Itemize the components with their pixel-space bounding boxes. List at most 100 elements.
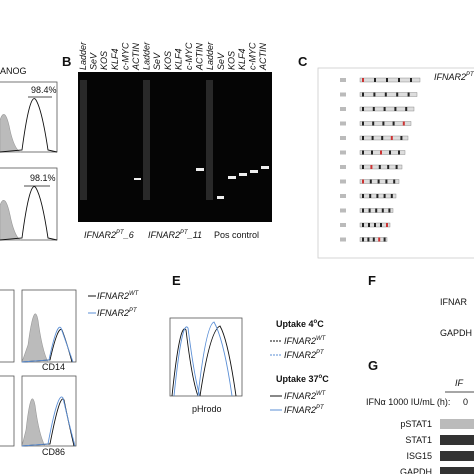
legend-entry: IFNAR2WT: [284, 391, 327, 401]
sup: PT: [116, 230, 125, 236]
band: [394, 107, 397, 111]
band: [368, 208, 371, 213]
lane-label: KOS: [99, 51, 109, 70]
blot-label: ISG15: [406, 451, 432, 461]
band: [375, 208, 378, 213]
gene: IFNAR2: [284, 336, 316, 346]
suffix: _6: [123, 230, 134, 240]
gel: [78, 72, 272, 222]
band: [371, 136, 374, 140]
band: [378, 165, 381, 169]
blot-label: GAPDH: [440, 328, 472, 338]
chromosome: [340, 121, 346, 126]
panel-label: G: [368, 358, 378, 373]
chromosome: [340, 179, 346, 184]
band: [407, 92, 410, 97]
group-label: IFNAR2PT_11: [148, 230, 202, 240]
legend-entry: IFNAR2PT: [284, 350, 325, 360]
band: [368, 223, 370, 227]
band: [371, 150, 373, 155]
band: [381, 136, 384, 140]
band: [362, 179, 364, 184]
lane-label: KLF4: [110, 48, 120, 70]
band: [377, 179, 380, 184]
band: [390, 136, 393, 140]
sup: PT: [316, 350, 325, 356]
blot-label: pSTAT1: [400, 419, 432, 429]
band: [410, 78, 412, 82]
band: [369, 194, 372, 198]
band: [383, 107, 386, 111]
band: [398, 78, 400, 82]
gene: IFNAR2: [84, 230, 116, 240]
band: [402, 121, 405, 126]
lane-label: SeV: [89, 52, 99, 70]
chromosome: [359, 164, 403, 170]
legend-entry: IFNAR2WT: [97, 291, 140, 301]
chromosome: [359, 77, 421, 83]
blot-label: IFNAR: [440, 297, 468, 307]
band: [362, 150, 364, 155]
panel-label: C: [298, 54, 308, 69]
legend-entry: IFNAR2PT: [284, 405, 325, 415]
lane-label: Ladder: [205, 41, 215, 70]
band: [382, 121, 385, 126]
band: [362, 107, 364, 111]
unit: C: [317, 319, 324, 329]
lane-label: SeV: [216, 52, 226, 70]
gene: IFNAR2: [284, 391, 316, 401]
band: [393, 179, 396, 184]
band: [389, 150, 391, 155]
group-title: Uptake 37oC: [276, 374, 329, 384]
chromosome: [359, 106, 415, 112]
marker-label: ANOG: [0, 66, 27, 76]
gene: IFNAR2: [97, 291, 129, 301]
band: [362, 165, 364, 169]
histogram: [0, 289, 77, 447]
band: [390, 194, 393, 198]
band: [362, 136, 364, 140]
marker-label: CD14: [42, 362, 65, 372]
lane-label: ACTIN: [258, 42, 268, 71]
band: [362, 92, 364, 97]
chromosome: [340, 208, 346, 213]
blot-label: STAT1: [405, 435, 432, 445]
gene: IFNAR2: [284, 405, 316, 415]
title: Uptake 37: [276, 374, 319, 384]
band: [373, 92, 376, 97]
sup: WT: [316, 336, 327, 342]
sup: o: [319, 374, 323, 380]
chromosome: [359, 150, 406, 155]
blot-band: [440, 435, 474, 445]
gene: IFNAR2: [97, 308, 129, 318]
axis-label: pHrodo: [192, 404, 222, 414]
histogram: [0, 81, 58, 153]
band: [387, 165, 390, 169]
band: [362, 121, 364, 126]
band: [374, 223, 376, 227]
band: [367, 237, 370, 242]
panel-label: B: [62, 54, 71, 69]
band: [396, 92, 399, 97]
unit: C: [322, 374, 329, 384]
gate-label: 98.4%: [31, 85, 57, 95]
lane-label: ACTIN: [195, 42, 205, 71]
gate-label: 98.1%: [30, 173, 56, 183]
lane-label: c-MYC: [248, 42, 258, 70]
chromosome: [340, 194, 346, 198]
band: [362, 208, 364, 213]
legend-entry: IFNAR2PT: [97, 308, 138, 318]
group-title: Uptake 4oC: [276, 319, 324, 329]
panel-label: E: [172, 273, 181, 288]
lane-label: SeV: [152, 52, 162, 70]
time-label: 0: [463, 397, 468, 407]
band: [378, 237, 381, 242]
sup: WT: [316, 391, 327, 397]
lane-label: c-MYC: [120, 42, 130, 70]
gene: IFNAR2: [434, 72, 466, 82]
band: [370, 165, 373, 169]
band: [372, 121, 375, 126]
band: [398, 150, 400, 155]
lane-label: KOS: [163, 51, 173, 70]
band: [374, 78, 376, 82]
